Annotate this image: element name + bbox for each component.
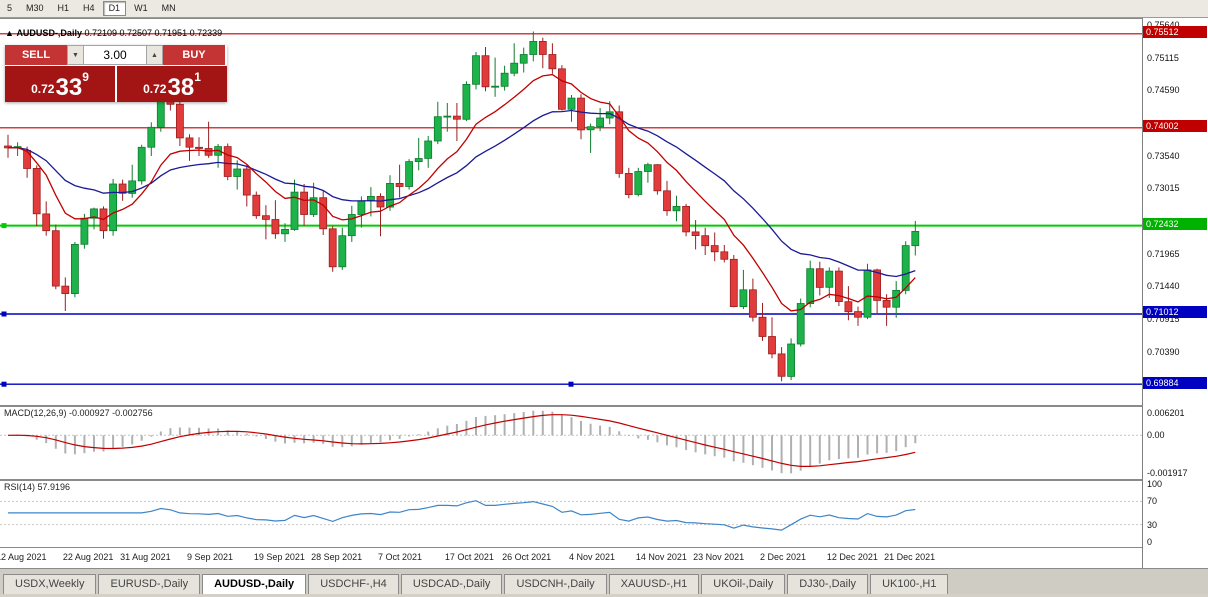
date-axis-label: 9 Sep 2021: [187, 552, 234, 562]
line-handle[interactable]: [568, 381, 574, 387]
date-axis-label: 14 Nov 2021: [635, 552, 687, 562]
price-chart-canvas[interactable]: [0, 19, 1142, 405]
rsi-panel: RSI(14) 57.9196: [0, 481, 1142, 548]
rsi-scale-label: 0: [1147, 537, 1153, 547]
rsi-current-value: 57.9196: [37, 482, 71, 492]
price-axis-label: 0.75640: [1147, 19, 1180, 30]
date-axis-label: 23 Nov 2021: [693, 552, 745, 562]
time-axis: 12 Aug 2021 22 Aug 2021 31 Aug 2021 9 Sep 2…: [0, 548, 1142, 568]
chart-plots-column: ▲ AUDUSD-,Daily 0.72109 0.72507 0.71951 …: [0, 18, 1142, 568]
chart-tab-usdcad-daily[interactable]: USDCAD-,Daily: [400, 574, 503, 594]
line-handle[interactable]: [1, 311, 7, 317]
rsi-line: [8, 500, 916, 531]
buy-price-display[interactable]: 0.72 38 1: [117, 66, 227, 102]
chart-tab-usdcnh-daily[interactable]: USDCNH-,Daily: [504, 574, 607, 594]
buy-button[interactable]: BUY: [163, 45, 225, 65]
rsi-name: RSI(14): [4, 482, 36, 492]
price-axis-label: 0.70915: [1147, 314, 1180, 325]
rsi-canvas[interactable]: [0, 481, 1142, 547]
rsi-scale-label: 30: [1147, 519, 1158, 530]
line-handle[interactable]: [1, 223, 7, 229]
sell-price-prefix: 0.72: [31, 82, 55, 96]
date-axis-label: 17 Oct 2021: [444, 552, 494, 562]
date-axis-label: 28 Sep 2021: [311, 552, 363, 562]
price-line-badge: 0.71012: [1143, 306, 1207, 319]
macd-scale-label: 0.006201: [1147, 408, 1185, 418]
chart-symbol-label: AUDUSD-,Daily: [16, 28, 82, 38]
macd-canvas[interactable]: [0, 407, 1142, 479]
price-axis: 0.75640 0.75115 0.74590 0.73540 0.73015 0.719…: [1142, 18, 1208, 568]
macd-scale-label: -0.001917: [1147, 468, 1188, 478]
price-axis-label: 0.71965: [1147, 248, 1180, 259]
rsi-label: RSI(14) 57.9196: [4, 482, 70, 492]
volume-decrease-button[interactable]: ▼: [67, 45, 84, 65]
chart-tab-uk100-h1[interactable]: UK100-,H1: [870, 574, 949, 594]
macd-current-values: -0.000927 -0.002756: [69, 408, 153, 418]
macd-name: MACD(12,26,9): [4, 408, 67, 418]
ma-slow-line: [7, 109, 916, 278]
chart-tab-xauusd-h1[interactable]: XAUUSD-,H1: [608, 574, 700, 594]
timeframe-button-d1[interactable]: D1: [102, 1, 127, 16]
chart-tab-audusd-daily[interactable]: AUDUSD-,Daily: [202, 574, 307, 594]
price-line-badge: 0.72432: [1143, 218, 1207, 231]
date-axis-label: 26 Oct 2021: [502, 552, 552, 562]
date-axis-label: 19 Sep 2021: [253, 552, 305, 562]
date-axis-label: 2 Dec 2021: [760, 552, 807, 562]
price-line-badge: 0.74002: [1143, 120, 1207, 133]
buy-price-pip-digit: 1: [194, 70, 201, 84]
date-axis-label: 4 Nov 2021: [569, 552, 616, 562]
line-handle[interactable]: [1, 381, 7, 387]
date-axis-label: 12 Dec 2021: [826, 552, 878, 562]
sell-price-display[interactable]: 0.72 33 9: [5, 66, 115, 102]
sell-price-big-digits: 33: [55, 74, 83, 101]
trade-panel-collapse-icon[interactable]: ▲: [5, 28, 14, 38]
date-axis-label: 7 Oct 2021: [378, 552, 423, 562]
timeframe-button-m30[interactable]: M30: [26, 3, 44, 13]
date-axis-label: 22 Aug 2021: [62, 552, 114, 562]
date-axis-label: 21 Dec 2021: [884, 552, 936, 562]
macd-label: MACD(12,26,9) -0.000927 -0.002756: [4, 408, 153, 418]
date-axis-label: 12 Aug 2021: [0, 552, 47, 562]
price-axis-label: 0.75115: [1147, 52, 1179, 63]
timeframe-toolbar: 5 M30 H1 H4 D1 W1 MN: [0, 0, 1208, 18]
price-axis-label: 0.73540: [1147, 150, 1180, 161]
price-axis-label: 0.74590: [1147, 85, 1180, 96]
sell-price-pip-digit: 9: [82, 70, 89, 84]
date-axis-label: 31 Aug 2021: [120, 552, 171, 562]
macd-signal-line: [7, 414, 916, 468]
macd-panel: MACD(12,26,9) -0.000927 -0.002756: [0, 407, 1142, 481]
macd-scale-label: 0.00: [1147, 430, 1165, 441]
chart-title: ▲ AUDUSD-,Daily 0.72109 0.72507 0.71951 …: [5, 28, 222, 38]
one-click-trade-panel: SELL ▼ ▲ BUY 0.72 33 9 0.72: [5, 45, 227, 102]
price-line-badge: 0.69884: [1143, 376, 1207, 389]
volume-increase-button[interactable]: ▲: [146, 45, 163, 65]
chart-tab-ukoil-daily[interactable]: UKOil-,Daily: [701, 574, 786, 594]
chart-tab-usdchf-h4[interactable]: USDCHF-,H4: [308, 574, 399, 594]
main-price-panel: ▲ AUDUSD-,Daily 0.72109 0.72507 0.71951 …: [0, 18, 1142, 407]
rsi-scale-label: 70: [1147, 496, 1158, 507]
chart-tabs-bar: USDX,Weekly EURUSD-,Daily AUDUSD-,Daily USD…: [0, 568, 1208, 594]
price-axis-label: 0.73015: [1147, 183, 1180, 194]
ma-fast-line: [7, 73, 916, 312]
volume-input[interactable]: [84, 45, 146, 65]
price-axis-label: 0.71440: [1147, 281, 1180, 292]
chart-tab-usdx-weekly[interactable]: USDX,Weekly: [3, 574, 97, 594]
timeframe-button-mn[interactable]: MN: [161, 3, 176, 13]
buy-price-big-digits: 38: [167, 74, 195, 101]
timeframe-button-h1[interactable]: H1: [57, 3, 70, 13]
rsi-scale-label: 100: [1147, 479, 1163, 489]
buy-price-prefix: 0.72: [143, 82, 167, 96]
chart-tab-dj30-daily[interactable]: DJ30-,Daily: [787, 574, 869, 594]
timeframe-button-h4[interactable]: H4: [83, 3, 95, 13]
chart-ohlc-values: 0.72109 0.72507 0.71951 0.72339: [84, 28, 223, 38]
chart-area: ▲ AUDUSD-,Daily 0.72109 0.72507 0.71951 …: [0, 18, 1208, 568]
chart-tab-eurusd-daily[interactable]: EURUSD-,Daily: [98, 574, 201, 594]
price-axis-label: 0.70390: [1147, 346, 1180, 357]
sell-button[interactable]: SELL: [5, 45, 67, 65]
timeframe-button-w1[interactable]: W1: [134, 3, 148, 13]
price-line-badge: 0.75512: [1143, 26, 1207, 39]
timeframe-button-5[interactable]: 5: [7, 3, 13, 13]
